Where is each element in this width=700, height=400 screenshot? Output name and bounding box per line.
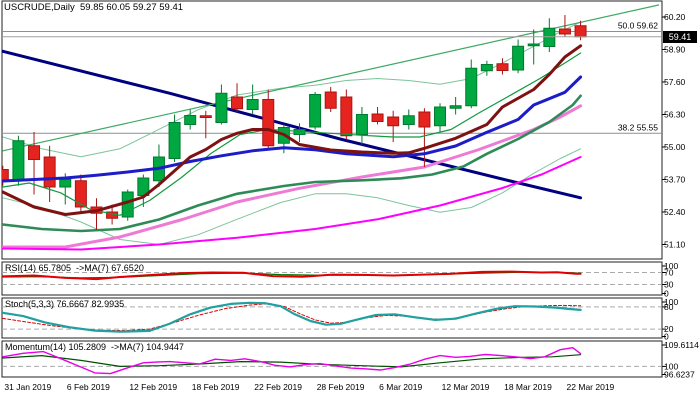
stoch-scale-label[interactable]: 80 xyxy=(664,302,674,312)
candle-body xyxy=(465,67,478,107)
candle-body xyxy=(512,45,525,71)
rsi-indicator-label: RSI(14) 65.7805 ->MA(7) 67.6520 xyxy=(5,263,144,273)
candle-body xyxy=(371,113,384,122)
current-price-badge: 59.41 xyxy=(663,31,697,43)
momentum-scale-label[interactable]: 100 xyxy=(664,361,678,371)
candle-body xyxy=(59,179,72,188)
rsi-scale-label[interactable]: 100 xyxy=(664,261,678,271)
stoch-d-line xyxy=(2,303,582,332)
stoch-indicator-label: Stoch(5,3,3) 76.6667 82.9935 xyxy=(5,299,125,309)
x-axis-label[interactable]: 28 Feb 2019 xyxy=(317,382,365,392)
x-axis-label[interactable]: 31 Jan 2019 xyxy=(4,382,51,392)
momentum-layer xyxy=(2,347,662,375)
candle-body xyxy=(262,99,275,147)
ma-magenta-line xyxy=(2,156,582,251)
ma-green-line xyxy=(2,94,582,233)
x-axis-label[interactable]: 22 Mar 2019 xyxy=(567,382,615,392)
main-chart-layer xyxy=(2,4,662,251)
chart-title: USCRUDE,Daily 59.85 60.05 59.27 59.41 xyxy=(4,2,184,13)
candle-body xyxy=(527,43,540,47)
price-axis-label[interactable]: 60.20 xyxy=(664,12,686,22)
navy-trendline xyxy=(2,49,583,200)
candle-body xyxy=(434,106,447,127)
stoch-layer xyxy=(2,301,662,333)
bollinger-lower-line xyxy=(2,148,582,245)
price-axis-label[interactable]: 53.70 xyxy=(664,175,686,185)
candle-body xyxy=(309,94,322,128)
candle-body xyxy=(231,96,244,110)
candle-body xyxy=(543,27,556,47)
price-axis-label[interactable]: 51.10 xyxy=(664,240,686,250)
momentum-scale-label[interactable]: 96.6237 xyxy=(664,370,695,380)
candle-body xyxy=(402,115,415,125)
rsi-layer xyxy=(2,270,662,285)
x-axis-label[interactable]: 18 Mar 2019 xyxy=(504,382,552,392)
price-axis-label[interactable]: 57.60 xyxy=(664,77,686,87)
price-axis-label[interactable]: 58.90 xyxy=(664,45,686,55)
ma-maroon-line xyxy=(2,44,583,216)
candle-body xyxy=(74,180,87,208)
rsi-scale-label[interactable]: 30 xyxy=(664,280,674,290)
candle-body xyxy=(574,25,587,38)
candle-body xyxy=(12,140,25,180)
candle-body xyxy=(324,91,337,109)
momentum-pane[interactable] xyxy=(1,340,663,378)
momentum-line xyxy=(2,347,582,375)
candle-body xyxy=(199,115,212,118)
x-axis-label[interactable]: 22 Feb 2019 xyxy=(254,382,302,392)
candle-body xyxy=(43,156,56,188)
ma-blue-line xyxy=(2,75,583,183)
momentum-scale-label[interactable]: 109.6114 xyxy=(664,340,699,350)
candle-body xyxy=(2,169,9,182)
stoch-scale-label[interactable]: 0 xyxy=(664,332,669,342)
candle-body xyxy=(168,122,181,159)
candle-body xyxy=(480,64,493,72)
candle-body xyxy=(28,145,41,160)
rsi-line xyxy=(2,270,582,281)
rsi-scale-label[interactable]: 70 xyxy=(664,268,674,278)
price-axis-label[interactable]: 55.00 xyxy=(664,142,686,152)
candle-body xyxy=(496,63,509,71)
x-axis-label[interactable]: 6 Feb 2019 xyxy=(67,382,110,392)
price-axis-label[interactable]: 52.40 xyxy=(664,207,686,217)
candle-body xyxy=(340,96,353,137)
bollinger-upper-line xyxy=(2,21,582,158)
candle-body xyxy=(558,28,571,35)
x-axis-label[interactable]: 12 Feb 2019 xyxy=(129,382,177,392)
fib-level-label-0: 50.0 59.62 xyxy=(618,21,658,31)
x-axis-label[interactable]: 18 Feb 2019 xyxy=(192,382,240,392)
x-axis-label[interactable]: 6 Mar 2019 xyxy=(379,382,422,392)
candle-body xyxy=(418,111,431,128)
main-pane[interactable] xyxy=(1,0,663,260)
rsi-scale-label[interactable]: 0 xyxy=(664,289,669,299)
candle-body xyxy=(355,114,368,135)
stoch-scale-label[interactable]: 20 xyxy=(664,324,674,334)
candle-body xyxy=(449,105,462,109)
candle-body xyxy=(215,92,228,123)
momentum-ma-line xyxy=(2,354,582,368)
x-axis-label[interactable]: 12 Mar 2019 xyxy=(442,382,490,392)
stoch-k-line xyxy=(2,301,582,333)
candle-body xyxy=(184,115,197,125)
price-axis-label[interactable]: 56.30 xyxy=(664,110,686,120)
candle-body xyxy=(246,99,259,110)
candle-body xyxy=(387,116,400,127)
ema-thin-line xyxy=(2,52,582,216)
fib-level-label-1: 38.2 55.55 xyxy=(618,122,658,132)
stoch-scale-label[interactable]: 100 xyxy=(664,297,678,307)
momentum-indicator-label: Momentum(14) 105.2809 ->MA(7) 104.9447 xyxy=(5,342,184,352)
